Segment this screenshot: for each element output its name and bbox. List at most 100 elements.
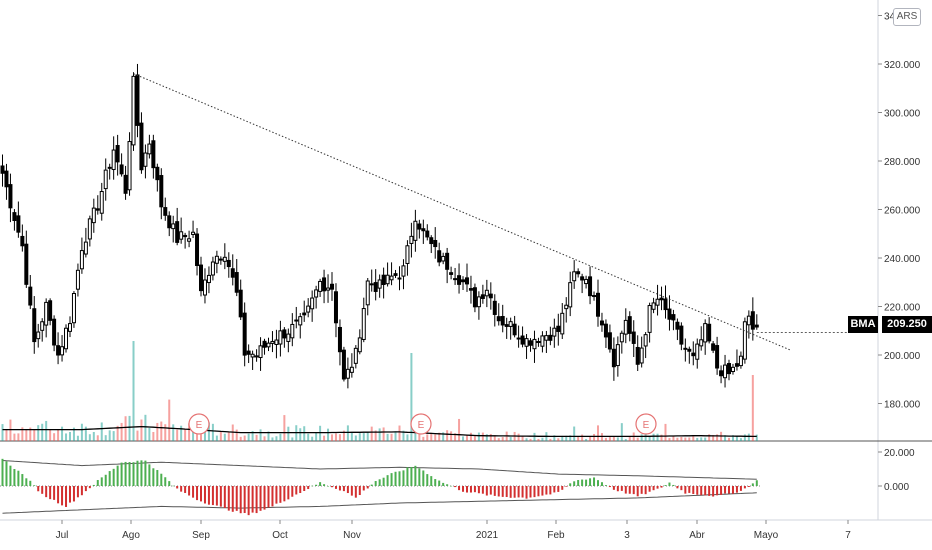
- osc-bar: [664, 485, 667, 486]
- candle-body: [107, 166, 112, 169]
- volume-bar: [21, 427, 24, 441]
- candle-body: [187, 238, 192, 242]
- volume-bar: [17, 433, 20, 441]
- volume-bar: [41, 423, 44, 441]
- candle-body: [659, 297, 664, 301]
- volume-bar: [517, 433, 520, 441]
- candle-body: [8, 184, 13, 209]
- volume-bar: [112, 431, 115, 441]
- candle-body: [441, 255, 446, 262]
- volume-bar: [57, 429, 60, 441]
- candle-body: [393, 273, 398, 276]
- volume-bar: [366, 431, 369, 441]
- candle-body: [611, 348, 616, 368]
- osc-bar: [569, 483, 572, 486]
- candle-body: [556, 325, 561, 332]
- candle-body: [52, 318, 57, 346]
- candle-body: [453, 278, 458, 281]
- volume-bar: [664, 423, 667, 441]
- volume-bar: [382, 427, 385, 441]
- osc-bar: [259, 486, 262, 511]
- candle-body: [167, 215, 172, 229]
- osc-bar: [350, 486, 353, 496]
- volume-bar: [61, 426, 64, 441]
- volume-bar: [235, 429, 238, 441]
- osc-bar: [446, 484, 449, 486]
- volume-bar: [735, 435, 738, 441]
- candle-body: [56, 345, 61, 356]
- candle-body: [278, 330, 283, 345]
- osc-bar: [144, 460, 147, 486]
- candle-body: [596, 292, 600, 317]
- volume-bar: [597, 425, 599, 441]
- osc-bar: [84, 486, 87, 492]
- volume-bar: [477, 432, 480, 441]
- candle-body: [464, 277, 469, 285]
- volume-bar: [80, 423, 83, 441]
- osc-bar: [156, 470, 159, 486]
- osc-bar: [1, 458, 4, 486]
- osc-bar: [549, 486, 552, 495]
- osc-bar: [597, 480, 599, 486]
- osc-bar: [112, 468, 115, 486]
- candle-body: [695, 343, 700, 360]
- osc-tick-label: 20.000: [884, 448, 915, 459]
- price-tick-label: 320.000: [884, 60, 921, 71]
- candle-body: [532, 338, 537, 350]
- candle-body: [496, 316, 501, 322]
- last-price-value: 209.250: [882, 316, 932, 333]
- osc-bar: [462, 486, 465, 492]
- osc-bar: [29, 480, 32, 486]
- osc-bar: [164, 477, 167, 486]
- price-tick-label: 240.000: [884, 254, 921, 265]
- candle-body: [206, 274, 211, 284]
- currency-badge[interactable]: ARS: [893, 8, 921, 26]
- volume-bar: [521, 436, 524, 441]
- volume-bar: [275, 436, 278, 441]
- volume-bar: [124, 416, 127, 441]
- volume-bar: [239, 436, 242, 441]
- osc-bar: [557, 486, 560, 492]
- osc-bar: [124, 461, 127, 486]
- osc-bar: [311, 485, 314, 487]
- time-tick-label: Oct: [272, 530, 288, 541]
- osc-bar: [283, 486, 286, 502]
- osc-bar: [188, 486, 191, 496]
- earnings-marker-circle: [635, 413, 657, 435]
- candle-body: [683, 347, 688, 350]
- volume-bar: [96, 435, 99, 441]
- volume-bar: [279, 433, 282, 441]
- osc-bar: [537, 486, 540, 497]
- osc-bar: [25, 478, 28, 486]
- volume-bar: [481, 432, 484, 441]
- volume-bar: [608, 437, 611, 441]
- osc-bar: [323, 484, 326, 486]
- osc-bar: [203, 486, 206, 504]
- candle-body: [230, 268, 235, 278]
- osc-bar: [211, 486, 214, 506]
- osc-bar: [573, 481, 576, 486]
- volume-bar: [164, 424, 167, 441]
- candle-body: [310, 297, 315, 310]
- volume-bar: [350, 432, 353, 441]
- osc-bar: [648, 486, 651, 492]
- price-tick-label: 280.000: [884, 157, 921, 168]
- candle-body: [457, 275, 462, 285]
- volume-bar: [156, 422, 159, 441]
- candle-body: [703, 323, 708, 343]
- volume-bar: [414, 428, 417, 441]
- osc-bar: [9, 465, 12, 486]
- volume-bar: [88, 434, 91, 441]
- osc-bar: [628, 486, 631, 494]
- candle-body: [365, 280, 370, 306]
- osc-bar: [442, 482, 445, 486]
- candle-body: [631, 331, 636, 344]
- volume-bar: [660, 434, 663, 441]
- volume-bar: [509, 437, 512, 441]
- candle-body: [341, 349, 346, 380]
- price-tick-label: 300.000: [884, 109, 921, 120]
- volume-bar: [247, 433, 250, 441]
- osc-bar: [72, 486, 75, 502]
- price-tick-label: 260.000: [884, 206, 921, 217]
